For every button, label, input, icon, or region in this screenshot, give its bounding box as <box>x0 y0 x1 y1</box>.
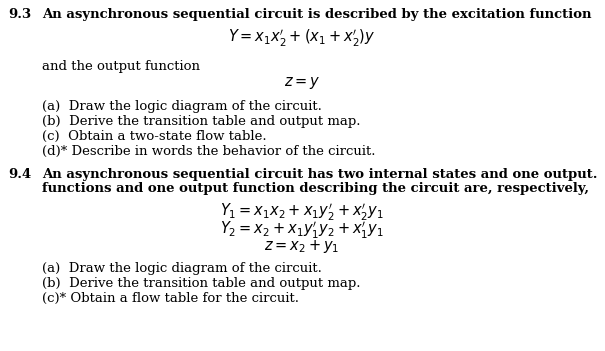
Text: (d)* Describe in words the behavior of the circuit.: (d)* Describe in words the behavior of t… <box>42 145 376 158</box>
Text: 9.4: 9.4 <box>8 168 31 181</box>
Text: (b)  Derive the transition table and output map.: (b) Derive the transition table and outp… <box>42 115 361 128</box>
Text: (b)  Derive the transition table and output map.: (b) Derive the transition table and outp… <box>42 277 361 290</box>
Text: $Y_1 = x_1x_2 + x_1y_2' + x_2'y_1$: $Y_1 = x_1x_2 + x_1y_2' + x_2'y_1$ <box>220 202 384 223</box>
Text: (c)  Obtain a two-state flow table.: (c) Obtain a two-state flow table. <box>42 130 267 143</box>
Text: $z = x_2 + y_1$: $z = x_2 + y_1$ <box>264 238 339 255</box>
Text: 9.3: 9.3 <box>8 8 31 21</box>
Text: An asynchronous sequential circuit has two internal states and one output.  The : An asynchronous sequential circuit has t… <box>42 168 605 181</box>
Text: $Y_2 = x_2 + x_1y_1'y_2 + x_1'y_1$: $Y_2 = x_2 + x_1y_1'y_2 + x_1'y_1$ <box>220 220 384 241</box>
Text: functions and one output function describing the circuit are, respectively,: functions and one output function descri… <box>42 182 589 195</box>
Text: and the output function: and the output function <box>42 60 200 73</box>
Text: An asynchronous sequential circuit is described by the excitation function: An asynchronous sequential circuit is de… <box>42 8 592 21</box>
Text: (c)* Obtain a flow table for the circuit.: (c)* Obtain a flow table for the circuit… <box>42 292 299 305</box>
Text: $z = y$: $z = y$ <box>284 75 320 91</box>
Text: (a)  Draw the logic diagram of the circuit.: (a) Draw the logic diagram of the circui… <box>42 100 322 113</box>
Text: (a)  Draw the logic diagram of the circuit.: (a) Draw the logic diagram of the circui… <box>42 262 322 275</box>
Text: $Y = x_1x_2' + (x_1 + x_2')y$: $Y = x_1x_2' + (x_1 + x_2')y$ <box>228 28 376 49</box>
